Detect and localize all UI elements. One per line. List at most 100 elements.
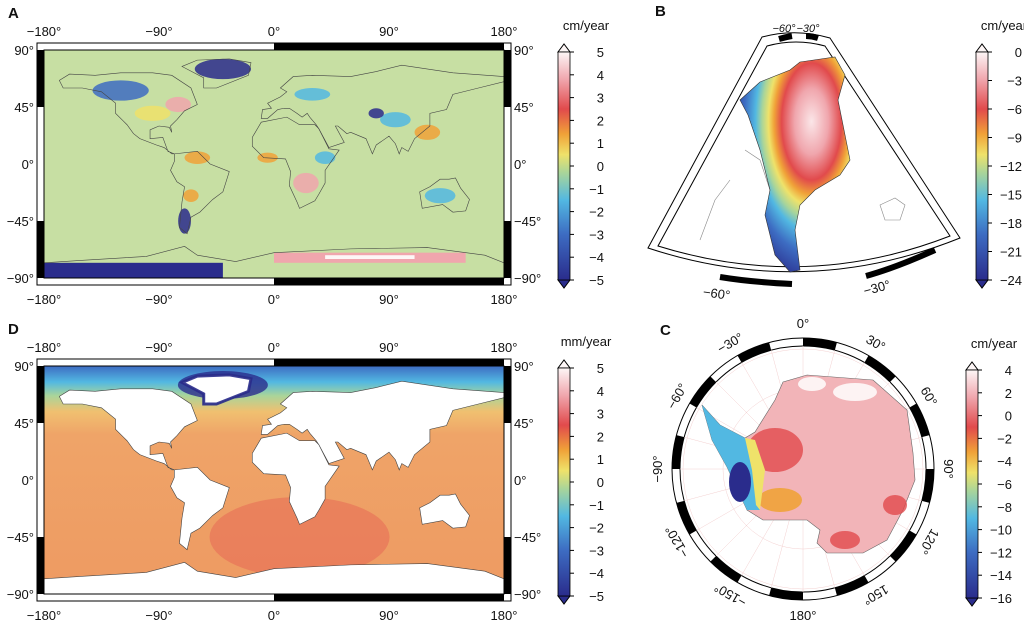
- lat-tick-label-left: −45°: [7, 214, 34, 229]
- colorbar-gradient: [557, 367, 571, 597]
- frame-bar-top: [778, 33, 793, 42]
- colorbar-tick-label: −4: [589, 566, 604, 581]
- lon-tick-label-top: 0°: [268, 24, 280, 39]
- frame-bar-left: [37, 221, 44, 278]
- colorbar-tick-label: −8: [997, 500, 1012, 515]
- angle-tick-label: 0°: [797, 316, 809, 331]
- frame-bar-top: [274, 359, 504, 366]
- frame-bar-right: [504, 221, 511, 278]
- anomaly-region: [368, 108, 384, 119]
- frame-bar: [864, 355, 896, 383]
- angle-tick-label: 90°: [941, 459, 956, 479]
- colorbar-tick-label: −6: [1007, 102, 1022, 117]
- anomaly-region: [293, 172, 319, 194]
- lat-tick-label-left: 0°: [22, 473, 34, 488]
- frame-bar: [769, 587, 804, 600]
- lat-tick-label-left: 90°: [14, 359, 34, 374]
- colorbar-max-triangle: [975, 43, 989, 53]
- colorbar-tick-label: −2: [997, 431, 1012, 446]
- lat-tick-label-left: −90°: [7, 271, 34, 286]
- angle-tick-label: −60°: [664, 381, 691, 412]
- colorbar-max-triangle: [557, 43, 571, 53]
- lat-tick-label-right: 90°: [514, 359, 534, 374]
- colorbar-tick-label: 3: [597, 407, 604, 422]
- lat-tick-label-right: 45°: [514, 416, 534, 431]
- lon-tick-label-top: −90°: [145, 24, 172, 39]
- antarctica-loss-region: [44, 262, 223, 278]
- anomaly-region: [184, 151, 211, 165]
- gain-region: [798, 377, 826, 391]
- colorbar-tick-label: −1: [589, 498, 604, 513]
- lat-tick-label-right: 45°: [514, 100, 534, 115]
- map-area: [44, 366, 504, 594]
- coastline-iceland: [879, 197, 906, 221]
- colorbar-B: cm/year 0 −3 −6 −9 −12 −15 −18 −21 −24: [975, 18, 1024, 289]
- frame-bar-right: [504, 537, 511, 594]
- map-area: [44, 50, 504, 278]
- loss-region: [883, 495, 907, 515]
- colorbar-min-triangle: [975, 279, 989, 289]
- colorbar-tick-label: −4: [589, 250, 604, 265]
- lon-tick-label-top: 90°: [379, 340, 399, 355]
- frame-bar-right: [504, 50, 511, 107]
- frame-bar: [676, 500, 697, 535]
- lon-tick-label-top: −90°: [145, 340, 172, 355]
- colorbar-unit: cm/year: [971, 336, 1018, 351]
- anomaly-region: [178, 208, 191, 234]
- frame-bar-bottom: [719, 274, 793, 287]
- lat-tick-label-left: 45°: [14, 100, 34, 115]
- colorbar-tick-label: −2: [589, 205, 604, 220]
- anomaly-region: [380, 112, 411, 128]
- bottom-tick-label: −30°: [862, 277, 892, 299]
- colorbar-tick-label: 2: [1005, 386, 1012, 401]
- lon-tick-label-top: 90°: [379, 24, 399, 39]
- coastline-eu: [260, 380, 504, 471]
- panel-label: D: [8, 321, 19, 338]
- frame-bar: [834, 575, 869, 596]
- frame-bar: [802, 338, 837, 351]
- lat-tick-label-right: 0°: [514, 473, 526, 488]
- panel-label: A: [8, 5, 19, 22]
- colorbar-tick-label: −1: [589, 182, 604, 197]
- south-atlantic-high: [209, 497, 390, 577]
- colorbar-tick-label: −24: [1000, 273, 1022, 288]
- colorbar-tick-label: −15: [1000, 188, 1022, 203]
- colorbar-C: cm/year 4 2 0 −2 −4 −6 −8 −10 −12 −14 −16: [965, 336, 1018, 607]
- coastline-au: [419, 493, 470, 529]
- lon-tick-label-bottom: 180°: [491, 608, 518, 621]
- angle-tick-label: 150°: [860, 582, 891, 608]
- angle-tick-label: −30°: [715, 330, 746, 357]
- coastline-sa: [170, 151, 230, 235]
- top-tick-label: −60°: [772, 23, 796, 35]
- lat-tick-label-left: −45°: [7, 530, 34, 545]
- colorbar-A: cm/year 5 4 3 2 1 0 −1 −2 −3 −4 −5: [557, 18, 610, 289]
- colorbar-tick-label: −12: [990, 545, 1012, 560]
- coastline-gl: [181, 58, 252, 89]
- lon-tick-label-bottom: 90°: [379, 608, 399, 621]
- angle-tick-label: −90°: [650, 455, 665, 482]
- frame-bar: [689, 376, 717, 408]
- colorbar-tick-label: 3: [597, 91, 604, 106]
- colorbar-tick-label: −3: [589, 227, 604, 242]
- lon-tick-label-top: −180°: [27, 340, 61, 355]
- greenland-map: [739, 56, 851, 273]
- coastline-af: [251, 432, 340, 525]
- lat-tick-label-left: 90°: [14, 43, 34, 58]
- frame-bar-bottom: [274, 278, 504, 285]
- coastline-eu: [260, 64, 504, 155]
- gain-region: [833, 383, 877, 401]
- angle-tick-label: 60°: [918, 384, 941, 409]
- panel-label: B: [655, 3, 666, 20]
- frame-bar-bottom: [865, 247, 937, 279]
- anomaly-region: [165, 96, 191, 113]
- colorbar-tick-label: 4: [597, 68, 604, 83]
- anomaly-region: [294, 88, 331, 101]
- lon-tick-label-top: −180°: [27, 24, 61, 39]
- lon-tick-label-top: 180°: [491, 24, 518, 39]
- frame-bar-left: [37, 537, 44, 594]
- lat-tick-label-left: −90°: [7, 587, 34, 602]
- colorbar-min-triangle: [557, 279, 571, 289]
- colorbar-max-triangle: [965, 361, 979, 371]
- panel-A: A −180° −180° −90° −90° 0° 0° 90° 90° 180° 180° 90°…: [7, 5, 542, 307]
